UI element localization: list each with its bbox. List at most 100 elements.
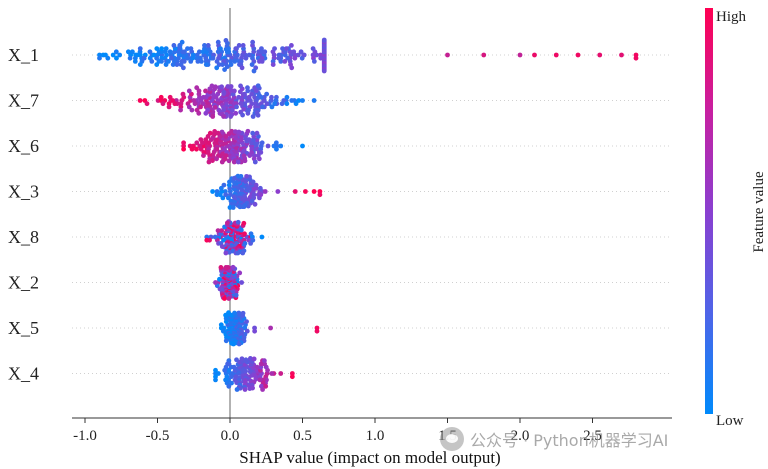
shap-point-X_3 [241,204,247,210]
shap-point-X_8 [250,237,256,243]
shap-point-X_1 [188,46,194,51]
feature-labels: X_1 X_7 X_6 X_3 X_8 X_2 X_5 X_4 [8,45,39,384]
shap-point-X_5 [252,328,258,334]
shap-point-X_3 [262,189,268,194]
shap-point-X_4 [215,371,221,376]
shap-point-X_1 [100,52,106,58]
shap-point-X_6 [226,158,232,164]
shap-point-X_1 [137,62,143,67]
shap-point-X_1 [182,49,187,55]
colorbar-title: Feature value [751,171,767,253]
shap-point-X_1 [619,52,624,58]
shap-point-X_7 [234,104,239,110]
shap-point-X_1 [291,49,297,55]
shap-point-X_1 [113,49,119,55]
shap-point-X_8 [219,228,225,234]
shap-point-X_1 [226,46,231,51]
shap-point-X_1 [171,43,177,48]
shap-point-X_8 [240,250,246,256]
shap-point-X_1 [239,65,245,71]
shap-point-X_4 [226,367,232,373]
shap-point-X_6 [215,130,221,136]
shap-point-X_1 [251,68,257,74]
shap-point-X_7 [225,84,231,89]
shap-point-X_5 [226,310,231,316]
shap-point-X_4 [213,367,218,373]
shap-point-X_1 [218,46,223,51]
shap-point-X_7 [240,112,246,118]
shap-point-X_7 [260,104,265,110]
shap-point-X_4 [242,387,248,392]
shap-point-X_1 [284,46,289,51]
shap-point-X_6 [201,153,206,159]
shap-point-X_1 [222,67,227,72]
feature-label-X_7: X_7 [8,91,39,111]
shap-point-X_6 [259,140,265,146]
shap-point-X_4 [234,357,239,363]
shap-point-X_8 [219,244,225,250]
shap-point-X_7 [186,88,192,94]
shap-point-X_6 [198,137,204,143]
shap-point-X_7 [258,94,264,100]
shap-point-X_1 [200,49,206,55]
shap-point-X_7 [255,83,261,89]
shap-point-X_1 [137,46,143,51]
shap-point-X_1 [114,55,119,61]
shap-point-X_1 [179,39,185,45]
shap-point-X_1 [240,43,246,48]
watermark-text: 公众号 · Python机器学习AI [470,431,669,450]
shap-point-X_8 [223,250,229,256]
shap-point-X_6 [256,156,262,162]
shap-point-X_3 [311,189,317,194]
shap-point-X_6 [197,143,203,149]
feature-label-X_4: X_4 [8,364,39,384]
shap-point-X_1 [597,52,603,58]
shap-point-X_1 [280,46,285,51]
shap-point-X_3 [218,185,224,191]
shap-point-X_1 [232,59,238,64]
shap-point-X_3 [249,198,255,204]
shap-point-X_6 [278,143,284,149]
shap-point-X_1 [170,62,176,67]
shap-point-X_3 [244,173,249,179]
shap-point-X_7 [289,98,295,103]
shap-point-X_7 [178,107,183,113]
shap-point-X_2 [233,292,239,298]
shap-point-X_6 [194,140,200,146]
shap-point-X_5 [232,310,237,316]
x-tick-label: 0.0 [221,428,240,444]
shap-point-X_8 [235,250,241,256]
shap-point-X_7 [158,94,164,100]
shap-point-X_1 [249,62,255,67]
shap-point-X_4 [231,364,237,370]
feature-label-X_2: X_2 [8,273,39,293]
x-tick-label: 0.5 [293,428,312,444]
shap-point-X_1 [203,62,209,67]
shap-point-X_4 [239,356,245,362]
shap-point-X_1 [553,52,559,58]
shap-point-X_3 [250,179,256,185]
shap-point-X_1 [289,65,295,71]
shap-point-X_7 [228,114,234,119]
shap-point-X_6 [245,128,251,134]
shap-point-X_1 [270,62,276,67]
shap-point-X_3 [223,192,229,198]
shap-point-X_7 [284,94,290,100]
shap-point-X_7 [203,110,209,116]
shap-point-X_7 [186,104,192,110]
colorbar-low-label: Low [716,413,744,429]
shap-point-X_4 [226,383,232,389]
shap-point-X_4 [232,377,238,383]
shap-point-X_3 [258,192,264,198]
shap-point-X_4 [247,356,253,361]
shap-point-X_1 [236,43,242,48]
shap-point-X_7 [209,83,215,89]
x-axis-title: SHAP value (impact on model output) [239,448,500,467]
shap-point-X_6 [181,140,187,146]
shap-point-X_1 [105,55,111,61]
shap-point-X_5 [231,341,236,347]
shap-point-X_4 [213,377,218,383]
shap-point-X_2 [222,296,227,301]
shap-point-X_6 [236,129,242,135]
shap-point-X_2 [230,264,236,270]
